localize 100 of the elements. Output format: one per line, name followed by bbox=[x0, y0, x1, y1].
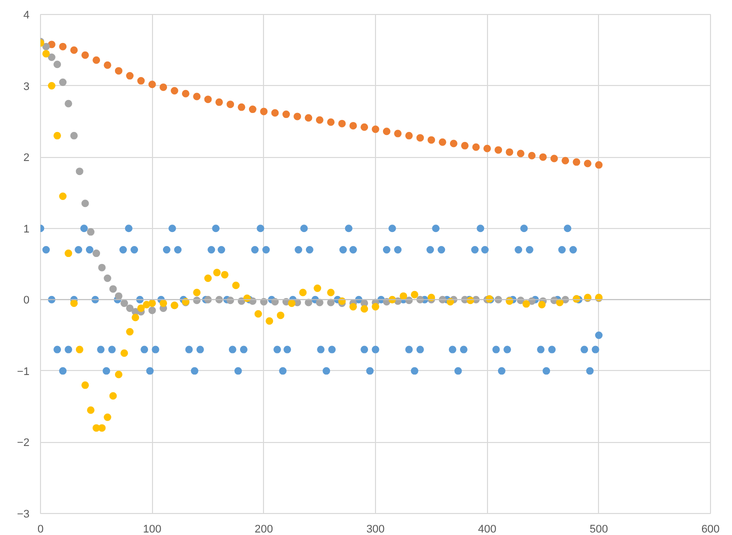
x-tick-label: 0 bbox=[37, 524, 44, 535]
point bbox=[193, 92, 201, 100]
point bbox=[114, 370, 122, 378]
point bbox=[64, 250, 72, 258]
point bbox=[109, 392, 117, 400]
point bbox=[338, 120, 346, 128]
point bbox=[360, 305, 368, 313]
point bbox=[160, 299, 168, 307]
point bbox=[76, 168, 84, 176]
point bbox=[104, 414, 112, 422]
point bbox=[221, 270, 228, 278]
point bbox=[98, 264, 106, 272]
point bbox=[299, 288, 307, 296]
point bbox=[120, 349, 128, 357]
point bbox=[137, 77, 145, 85]
point bbox=[70, 46, 78, 54]
point bbox=[450, 140, 458, 148]
point bbox=[42, 50, 50, 58]
x-tick-label: 600 bbox=[701, 524, 720, 535]
x-tick-label: 500 bbox=[590, 524, 608, 535]
point bbox=[104, 274, 112, 282]
point bbox=[595, 161, 603, 169]
point bbox=[170, 87, 178, 95]
point bbox=[238, 103, 246, 111]
point bbox=[104, 61, 112, 69]
point bbox=[327, 118, 335, 126]
point bbox=[109, 285, 117, 293]
point bbox=[254, 310, 262, 318]
point bbox=[87, 406, 94, 414]
x-tick-label: 300 bbox=[366, 524, 385, 535]
point bbox=[204, 96, 212, 104]
y-tick-label: 1 bbox=[23, 223, 30, 236]
x-tick-label: 100 bbox=[142, 524, 162, 535]
point bbox=[282, 110, 290, 118]
point bbox=[215, 98, 223, 106]
point bbox=[87, 228, 94, 236]
point bbox=[494, 146, 502, 154]
point bbox=[160, 83, 168, 91]
point bbox=[516, 150, 524, 158]
point bbox=[114, 67, 122, 75]
point bbox=[132, 314, 140, 322]
point bbox=[114, 292, 122, 300]
point bbox=[562, 156, 570, 164]
point bbox=[572, 158, 580, 166]
y-tick-label: −2 bbox=[16, 437, 30, 450]
point bbox=[372, 303, 380, 311]
x-tick-label: 200 bbox=[254, 524, 274, 535]
point bbox=[126, 72, 134, 80]
point bbox=[349, 303, 357, 311]
point bbox=[54, 60, 61, 68]
point bbox=[59, 192, 67, 200]
point bbox=[204, 274, 212, 282]
point bbox=[349, 122, 357, 130]
point bbox=[506, 148, 514, 156]
point bbox=[232, 282, 240, 290]
point bbox=[42, 42, 50, 50]
point bbox=[522, 300, 530, 308]
point bbox=[372, 126, 380, 134]
point bbox=[81, 381, 89, 389]
point bbox=[59, 78, 67, 86]
point bbox=[327, 288, 335, 296]
point bbox=[120, 299, 128, 307]
point bbox=[304, 114, 312, 122]
point bbox=[394, 130, 402, 138]
point bbox=[48, 40, 56, 48]
point bbox=[126, 328, 134, 336]
point bbox=[70, 299, 78, 307]
point bbox=[64, 100, 72, 108]
point bbox=[226, 100, 234, 108]
point bbox=[54, 132, 61, 140]
y-tick-label: 2 bbox=[23, 152, 30, 164]
point bbox=[137, 304, 145, 312]
point bbox=[276, 312, 284, 320]
point bbox=[126, 304, 134, 312]
point bbox=[81, 51, 89, 59]
point bbox=[182, 90, 190, 98]
point bbox=[584, 160, 592, 168]
point bbox=[213, 268, 221, 276]
point bbox=[92, 56, 100, 64]
y-tick-label: −1 bbox=[16, 366, 30, 378]
point bbox=[266, 317, 274, 325]
point bbox=[461, 142, 469, 150]
point bbox=[294, 112, 302, 120]
point bbox=[483, 144, 491, 152]
point bbox=[81, 200, 89, 208]
point bbox=[59, 42, 67, 50]
x-tick-label: 400 bbox=[478, 524, 496, 535]
y-tick-label: 0 bbox=[23, 294, 30, 307]
point bbox=[539, 153, 547, 161]
y-tick-label: −3 bbox=[16, 508, 30, 520]
point bbox=[416, 134, 424, 142]
point bbox=[288, 299, 296, 307]
point bbox=[48, 54, 56, 62]
y-tick-label: 4 bbox=[23, 10, 30, 22]
point bbox=[70, 132, 78, 140]
point bbox=[472, 143, 480, 151]
point bbox=[410, 290, 418, 298]
point bbox=[405, 132, 413, 140]
y-tick-label: 3 bbox=[23, 80, 30, 93]
point bbox=[193, 288, 201, 296]
